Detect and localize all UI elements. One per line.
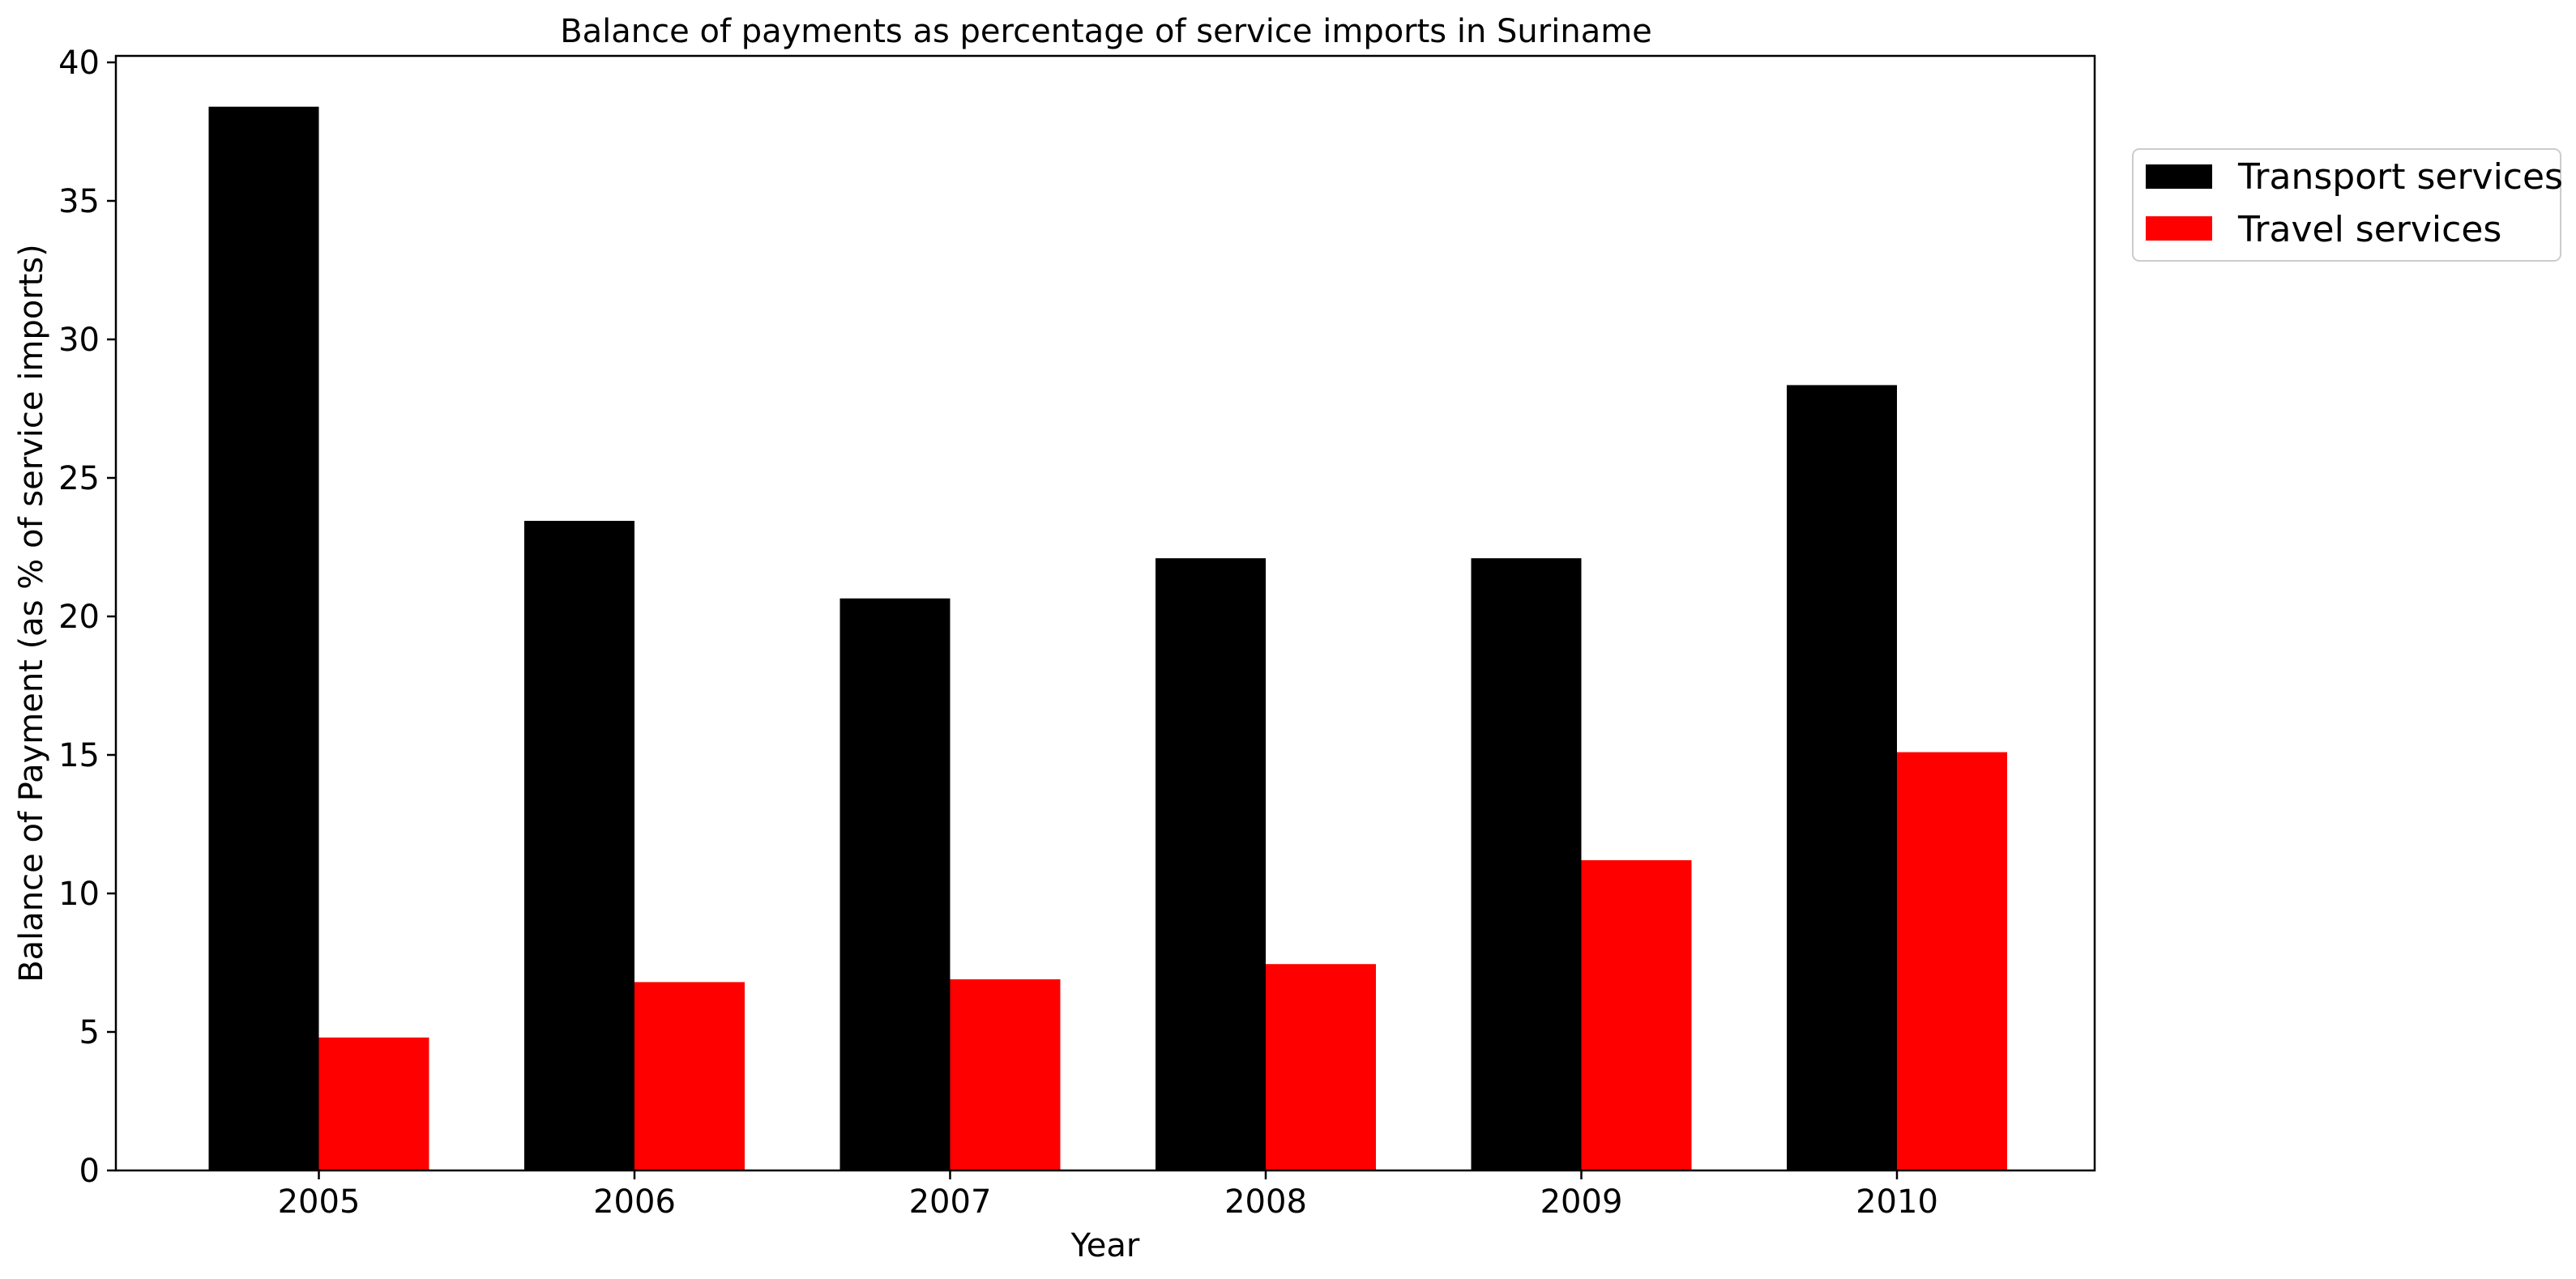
y-tick-label: 0 (79, 1153, 100, 1190)
y-tick-label: 5 (79, 1014, 100, 1051)
x-axis-label: Year (1070, 1227, 1140, 1264)
bar-travel-2009 (1581, 859, 1692, 1170)
x-tick-label: 2005 (278, 1183, 361, 1221)
x-tick-label: 2009 (1540, 1183, 1623, 1221)
chart-title: Balance of payments as percentage of ser… (560, 13, 1652, 50)
bar-transport-2010 (1787, 385, 1897, 1170)
bar-transport-2006 (524, 521, 634, 1170)
y-tick-label: 30 (58, 322, 100, 359)
bar-transport-2009 (1471, 558, 1582, 1170)
y-tick-label: 20 (58, 599, 100, 636)
x-tick-label: 2006 (593, 1183, 676, 1221)
y-tick-label: 40 (58, 45, 100, 82)
x-tick-label: 2008 (1224, 1183, 1307, 1221)
legend-swatch-travel (2146, 216, 2212, 241)
bar-transport-2005 (208, 106, 319, 1171)
bar-travel-2010 (1897, 752, 2007, 1170)
y-tick-label: 35 (58, 183, 100, 220)
legend-frame (2132, 148, 2561, 262)
y-tick-label: 10 (58, 876, 100, 913)
x-tick-label: 2007 (909, 1183, 992, 1221)
y-axis-ticks: 0 5 10 15 20 25 30 35 40 (58, 45, 116, 1190)
bar-travel-2005 (318, 1037, 429, 1170)
legend-swatch-transport (2146, 164, 2212, 189)
plot-frame (114, 54, 2096, 1172)
bar-travel-2006 (634, 982, 745, 1170)
y-axis-label: Balance of Payment (as % of service impo… (13, 244, 50, 983)
bars-group (208, 106, 2007, 1171)
legend: Transport services Travel services (2132, 148, 2563, 262)
legend-label-transport: Transport services (2237, 156, 2563, 198)
x-tick-label: 2010 (1856, 1183, 1938, 1221)
x-axis-ticks: 2005 2006 2007 2008 2009 2010 (278, 1170, 1938, 1221)
y-tick-label: 25 (58, 460, 100, 497)
bar-travel-2008 (1266, 964, 1376, 1170)
legend-label-travel: Travel services (2237, 209, 2501, 250)
bar-transport-2008 (1156, 558, 1266, 1170)
bar-travel-2007 (950, 979, 1061, 1170)
y-tick-label: 15 (58, 737, 100, 774)
bar-transport-2007 (839, 598, 951, 1170)
